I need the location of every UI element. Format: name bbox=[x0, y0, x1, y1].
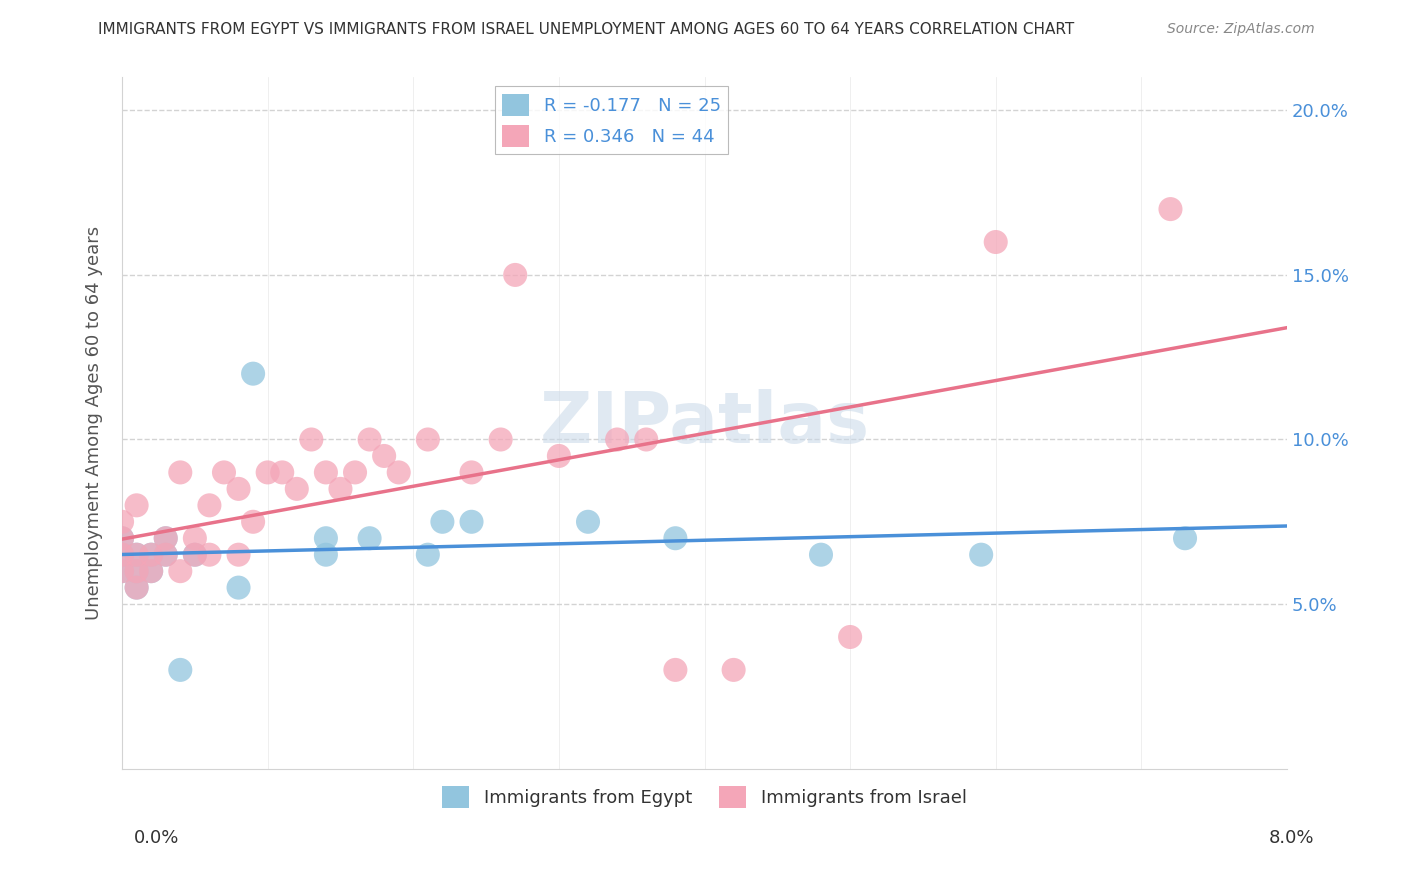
Text: 8.0%: 8.0% bbox=[1270, 829, 1315, 847]
Point bbox=[839, 630, 862, 644]
Point bbox=[460, 466, 482, 480]
Point bbox=[111, 548, 134, 562]
Point bbox=[344, 466, 367, 480]
Point bbox=[141, 564, 163, 578]
Point bbox=[242, 515, 264, 529]
Point bbox=[460, 515, 482, 529]
Point bbox=[155, 531, 177, 545]
Point bbox=[548, 449, 571, 463]
Point bbox=[315, 466, 337, 480]
Point bbox=[228, 482, 250, 496]
Point bbox=[198, 548, 221, 562]
Point bbox=[169, 564, 191, 578]
Point bbox=[1174, 531, 1197, 545]
Point bbox=[315, 531, 337, 545]
Point bbox=[155, 531, 177, 545]
Point bbox=[489, 433, 512, 447]
Point bbox=[256, 466, 278, 480]
Point bbox=[359, 531, 381, 545]
Point bbox=[111, 564, 134, 578]
Point bbox=[125, 564, 148, 578]
Text: 0.0%: 0.0% bbox=[134, 829, 179, 847]
Point bbox=[184, 531, 207, 545]
Point bbox=[723, 663, 745, 677]
Point bbox=[416, 548, 439, 562]
Point bbox=[432, 515, 454, 529]
Text: IMMIGRANTS FROM EGYPT VS IMMIGRANTS FROM ISRAEL UNEMPLOYMENT AMONG AGES 60 TO 64: IMMIGRANTS FROM EGYPT VS IMMIGRANTS FROM… bbox=[98, 22, 1074, 37]
Point bbox=[1159, 202, 1181, 216]
Point bbox=[606, 433, 628, 447]
Point bbox=[228, 548, 250, 562]
Point bbox=[373, 449, 395, 463]
Point bbox=[111, 531, 134, 545]
Point bbox=[664, 663, 686, 677]
Text: Source: ZipAtlas.com: Source: ZipAtlas.com bbox=[1167, 22, 1315, 37]
Point bbox=[636, 433, 658, 447]
Point bbox=[664, 531, 686, 545]
Point bbox=[416, 433, 439, 447]
Point bbox=[111, 515, 134, 529]
Point bbox=[125, 548, 148, 562]
Text: ZIPatlas: ZIPatlas bbox=[540, 389, 869, 458]
Y-axis label: Unemployment Among Ages 60 to 64 years: Unemployment Among Ages 60 to 64 years bbox=[86, 226, 103, 620]
Point bbox=[111, 564, 134, 578]
Point bbox=[212, 466, 235, 480]
Point bbox=[299, 433, 322, 447]
Point bbox=[271, 466, 294, 480]
Point bbox=[285, 482, 308, 496]
Point bbox=[125, 548, 148, 562]
Point bbox=[198, 499, 221, 513]
Point bbox=[359, 433, 381, 447]
Point bbox=[155, 548, 177, 562]
Point bbox=[184, 548, 207, 562]
Point bbox=[141, 564, 163, 578]
Point bbox=[503, 268, 526, 282]
Point bbox=[184, 548, 207, 562]
Point bbox=[111, 531, 134, 545]
Point bbox=[984, 235, 1007, 249]
Point bbox=[388, 466, 411, 480]
Point bbox=[970, 548, 993, 562]
Point bbox=[141, 548, 163, 562]
Point bbox=[141, 548, 163, 562]
Point bbox=[810, 548, 832, 562]
Point bbox=[228, 581, 250, 595]
Point bbox=[242, 367, 264, 381]
Point bbox=[125, 581, 148, 595]
Point bbox=[155, 548, 177, 562]
Point bbox=[111, 548, 134, 562]
Point bbox=[329, 482, 352, 496]
Point bbox=[125, 581, 148, 595]
Point bbox=[125, 499, 148, 513]
Point bbox=[169, 663, 191, 677]
Point bbox=[169, 466, 191, 480]
Legend: Immigrants from Egypt, Immigrants from Israel: Immigrants from Egypt, Immigrants from I… bbox=[434, 779, 974, 815]
Point bbox=[125, 564, 148, 578]
Point bbox=[576, 515, 599, 529]
Point bbox=[315, 548, 337, 562]
